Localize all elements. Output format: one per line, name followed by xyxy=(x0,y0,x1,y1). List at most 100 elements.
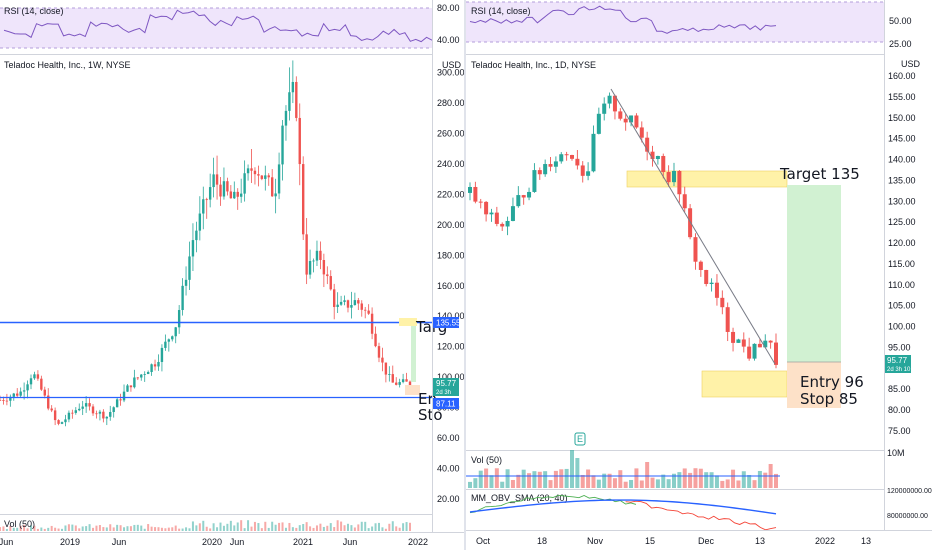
right-candle xyxy=(591,133,596,172)
left-volume-bar xyxy=(212,523,215,531)
left-candle xyxy=(0,399,2,401)
right-volume-bar xyxy=(757,470,762,488)
left-volume-bar xyxy=(198,523,201,531)
right-volume-bar xyxy=(720,480,725,488)
right-candle xyxy=(580,165,585,176)
right-price-tick: 85.00 xyxy=(888,384,911,394)
right-candle xyxy=(736,339,741,343)
right-candle xyxy=(553,161,558,167)
left-volume-bar xyxy=(154,527,157,531)
left-volume-bar xyxy=(360,521,363,531)
right-volume-bar xyxy=(553,470,558,488)
left-weekly-chart[interactable]: RSI (14, close) 80.00 40.00 Teladoc Heal… xyxy=(0,0,465,550)
left-volume-bar xyxy=(398,527,401,531)
left-candle xyxy=(343,300,346,302)
left-time-tick: 2020 xyxy=(202,537,222,547)
left-candle xyxy=(274,193,277,197)
right-time-tick: 18 xyxy=(537,536,547,546)
right-rsi-band xyxy=(466,2,884,42)
left-volume-bar xyxy=(167,527,170,531)
left-volume-bar xyxy=(71,524,74,531)
left-candle xyxy=(364,309,367,311)
right-price-badge-text: 95.77 xyxy=(887,356,908,365)
left-rsi-tick-40: 40.00 xyxy=(437,35,460,45)
left-candle xyxy=(9,396,12,401)
left-candle xyxy=(143,374,146,375)
left-volume-bar xyxy=(315,525,318,531)
right-price-tick: 110.00 xyxy=(888,280,915,290)
left-candle xyxy=(408,381,412,386)
right-time-tick: 13 xyxy=(755,536,765,546)
left-volume-bar xyxy=(123,527,126,531)
right-daily-chart[interactable]: RSI (14, close) 50.00 25.00 Teladoc Heal… xyxy=(466,0,932,546)
left-price-badge-text: 95.77 xyxy=(436,379,457,388)
left-volume-bar xyxy=(243,528,246,531)
left-candle xyxy=(239,193,243,197)
right-price-axis: 160.00 155.00 150.00 145.00 140.00 135.00 130.… xyxy=(888,71,916,436)
left-candle xyxy=(36,374,40,379)
left-volume-bar xyxy=(291,527,294,531)
right-obv-tick-120m: 120000000.00 xyxy=(887,488,932,495)
left-time-tick: 2022 xyxy=(408,537,428,547)
left-candle xyxy=(339,301,343,305)
left-volume-bar xyxy=(319,523,322,531)
left-volume-bar xyxy=(116,524,119,531)
right-candle xyxy=(757,343,762,348)
earnings-marker-icon[interactable] xyxy=(574,432,586,446)
right-candle xyxy=(714,282,719,298)
right-volume-bar xyxy=(494,468,499,488)
left-volume-bar xyxy=(247,520,250,531)
right-volume-bar xyxy=(489,475,494,488)
left-candle xyxy=(5,400,9,402)
left-volume-bar xyxy=(391,521,394,531)
left-price-tick: 240.00 xyxy=(437,159,465,169)
left-volume-bar xyxy=(305,522,308,531)
left-candle xyxy=(47,395,50,409)
left-candle xyxy=(250,168,253,171)
left-price-tick: 160.00 xyxy=(437,281,465,291)
right-price-tick: 140.00 xyxy=(888,155,916,165)
right-volume-bar xyxy=(559,469,564,488)
right-time-tick: 13 xyxy=(861,536,871,546)
left-volume-bar xyxy=(281,522,284,531)
left-candle xyxy=(29,378,33,385)
left-candle xyxy=(257,174,260,176)
right-candle xyxy=(645,137,650,152)
left-volume-bar xyxy=(350,525,353,531)
right-volume-bar xyxy=(731,469,736,488)
right-candle xyxy=(570,155,574,159)
right-candle xyxy=(741,339,746,347)
left-candle xyxy=(333,289,336,307)
left-rsi-line xyxy=(3,9,433,43)
right-candle xyxy=(473,186,478,202)
left-candle xyxy=(233,191,236,199)
right-obv-tick-80m: 80000000.00 xyxy=(887,513,928,520)
left-volume-bar xyxy=(329,523,332,531)
right-volume-bar xyxy=(645,462,650,488)
right-volume-bar xyxy=(693,468,698,488)
left-candle xyxy=(140,374,143,378)
left-candle xyxy=(67,412,71,420)
left-candle xyxy=(236,191,239,197)
right-price-tick: 160.00 xyxy=(888,71,916,81)
left-candle xyxy=(370,313,374,334)
right-candle xyxy=(704,269,709,284)
left-candle xyxy=(298,117,301,165)
left-price-tick: 120.00 xyxy=(437,342,465,352)
left-volume-bar xyxy=(43,528,46,531)
left-volume-bar xyxy=(143,528,146,531)
left-volume-bar xyxy=(326,525,329,531)
left-candle xyxy=(88,403,91,407)
right-volume-bar xyxy=(698,468,703,488)
left-volume-bar xyxy=(226,523,229,531)
left-candle xyxy=(184,279,188,286)
left-candle xyxy=(243,173,246,194)
left-candle xyxy=(312,260,315,262)
right-volume-bar xyxy=(612,478,617,488)
right-candle xyxy=(720,297,725,308)
left-volume-bar xyxy=(260,528,263,531)
right-candle xyxy=(521,195,526,198)
left-volume-bar xyxy=(126,526,129,531)
left-volume-bar xyxy=(67,524,70,531)
